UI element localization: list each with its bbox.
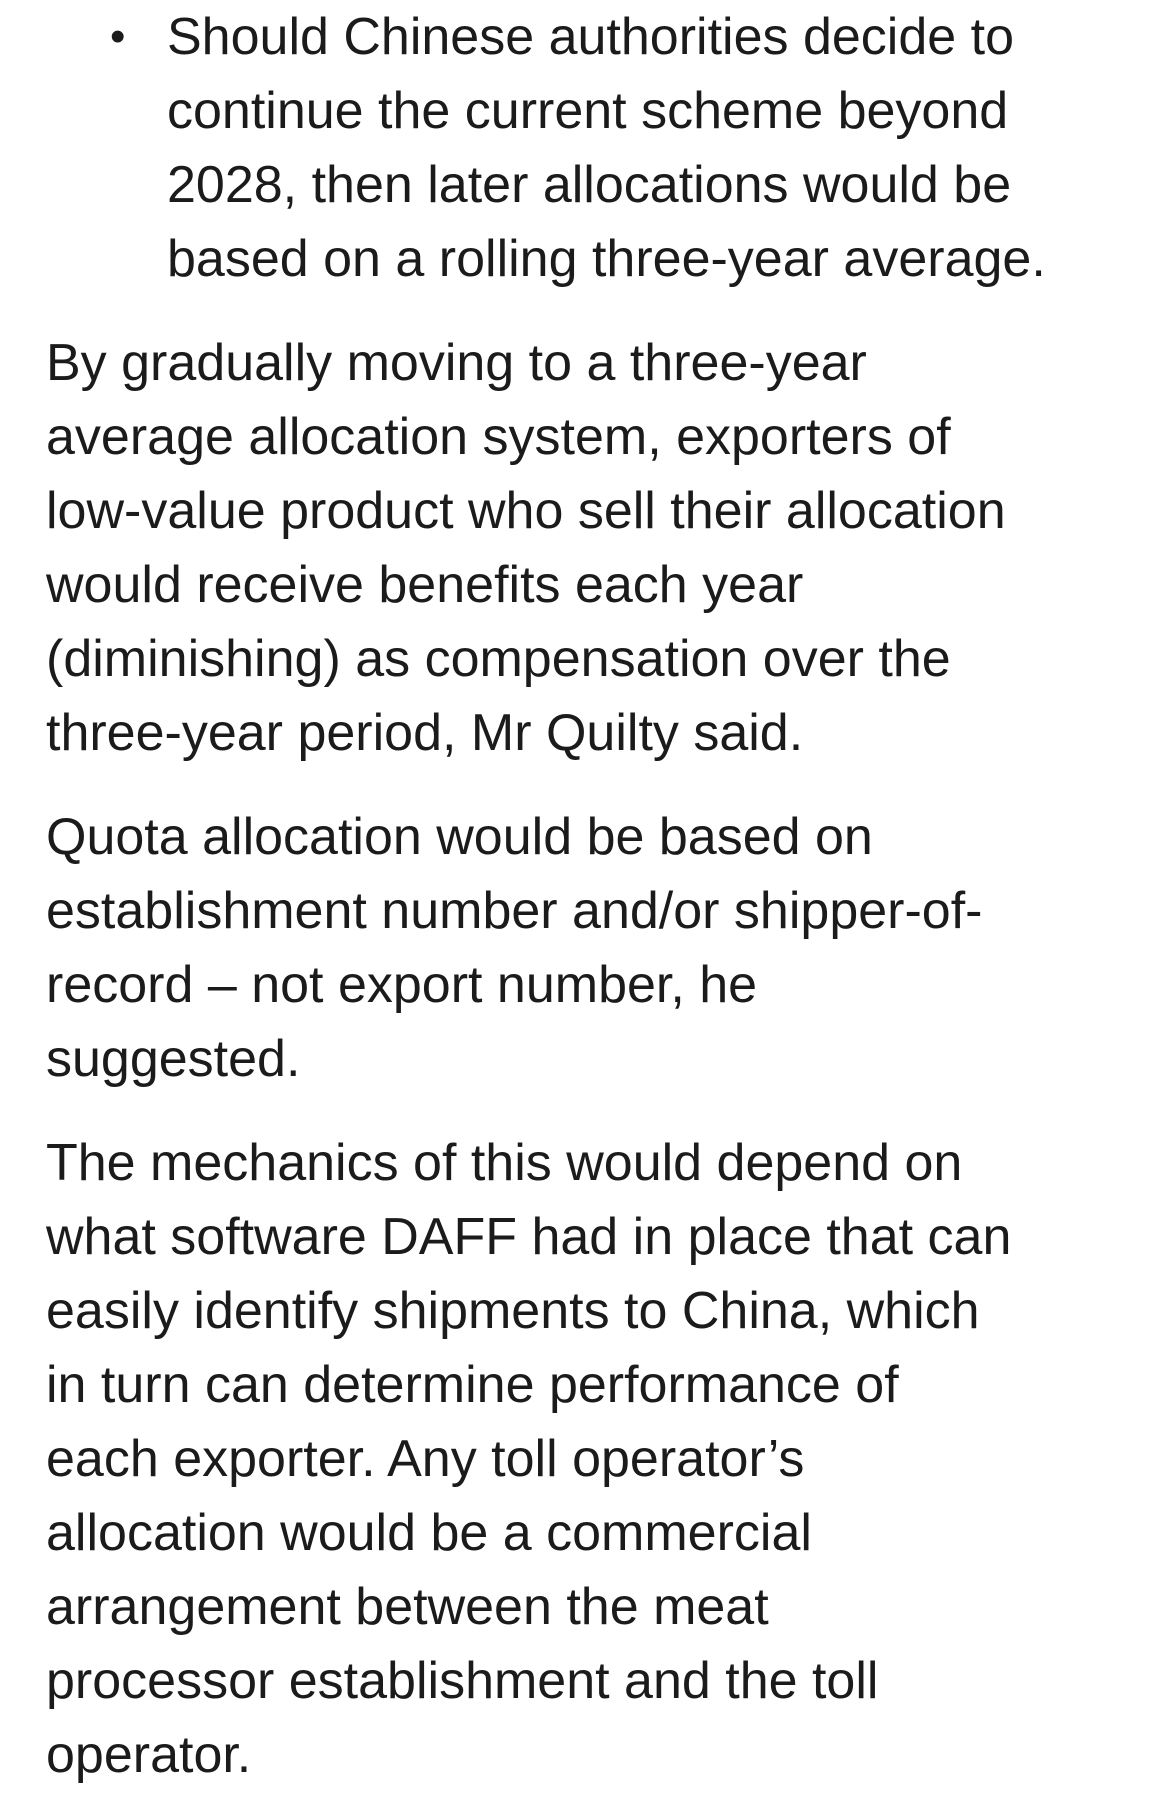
paragraph-1: By gradually moving to a three-year aver… xyxy=(46,334,1006,762)
bullet-list: • Should Chinese authorities decide to c… xyxy=(46,0,1134,296)
bullet-list-item: • Should Chinese authorities decide to c… xyxy=(46,0,1134,296)
paragraph-2: Quota allocation would be based on estab… xyxy=(46,808,983,1088)
paragraph-3: The mechanics of this would depend on wh… xyxy=(46,1134,1012,1784)
bullet-icon: • xyxy=(110,12,126,61)
bullet-item-text: Should Chinese authorities decide to con… xyxy=(167,8,1046,288)
